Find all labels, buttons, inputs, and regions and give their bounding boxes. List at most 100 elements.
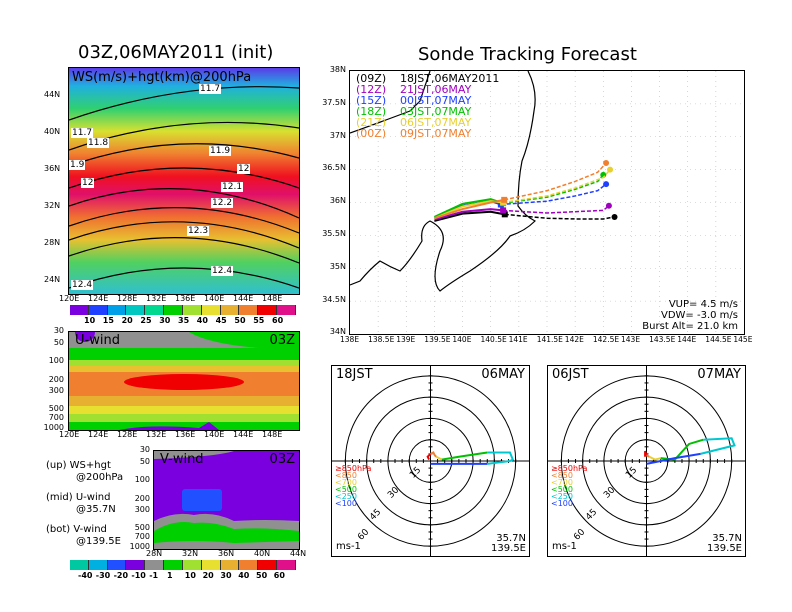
colorbar-swatch: [88, 560, 108, 570]
y-tick-label: 34N: [329, 327, 346, 337]
hodograph-svg: [548, 366, 745, 556]
v-wind-time: 03Z: [269, 452, 295, 467]
unit-label: ms-1: [336, 541, 361, 552]
u-wind-svg: [69, 332, 299, 430]
x-tick-label: 120E: [59, 430, 80, 439]
track-descent-2: [500, 183, 607, 206]
height-contour: [69, 86, 299, 121]
ws-map-svg: [69, 68, 299, 294]
vup-value: VUP= 4.5 m/s: [668, 299, 738, 310]
hodograph-trace: [487, 451, 515, 465]
y-tick-label: 35N: [329, 261, 346, 271]
x-tick-label: 32N: [182, 549, 199, 558]
x-tick-label: 128E: [117, 430, 138, 439]
y-tick-label: 1000: [129, 542, 150, 551]
x-tick-label: 136E: [175, 294, 196, 303]
ws-map-panel: WS(m/s)+hgt(km)@200hPa 11.7 11.7 11.8 1.9 12…: [68, 67, 300, 295]
y-tick-label: 34.5N: [322, 294, 346, 304]
x-tick-label: 28N: [146, 549, 163, 558]
pressure-legend-item: <850: [551, 471, 573, 480]
track-descent-4: [502, 169, 611, 204]
sonde-legend-item: (15Z) 00JST,07MAY: [356, 95, 499, 106]
height-contour: [69, 143, 299, 167]
station-location: 35.7N 139.5E: [707, 534, 742, 554]
sonde-legend-item: (18Z) 03JST,07MAY: [356, 106, 499, 117]
x-tick-label: 143E: [621, 335, 641, 344]
pressure-legend-item: <500: [335, 485, 357, 494]
colorbar-tick: 60: [273, 571, 285, 580]
colorbar-tick: 30: [220, 571, 232, 580]
y-tick-label: 300: [134, 505, 150, 514]
station-lat: 35.7N: [496, 533, 526, 544]
colorbar-swatch: [239, 560, 259, 570]
legend-mid: (mid) U-wind: [46, 492, 111, 503]
colorbar-swatch: [201, 305, 221, 315]
colorbar-tick: -40: [78, 571, 93, 580]
colorbar-swatch: [88, 305, 108, 315]
colorbar-tick: -1: [149, 571, 159, 580]
hodograph-06jst: 06JST 07MAY 15 30 45 60 ≥850hPa <850 <700 <500 <25…: [547, 365, 746, 557]
colorbar-tick: 15: [102, 316, 114, 325]
colorbar-tick: 10: [84, 316, 96, 325]
x-tick-label: 142E: [564, 335, 584, 344]
y-tick-label: 36N: [329, 196, 346, 206]
x-tick-label: 148E: [262, 430, 283, 439]
height-contour: [69, 237, 299, 264]
colorbar-tick: -20: [113, 571, 129, 580]
ws-map-title: 03Z,06MAY2011 (init): [78, 42, 274, 63]
landing-marker: [607, 166, 614, 173]
x-tick-label: 140E: [452, 335, 472, 344]
u-wind-time: 03Z: [269, 333, 295, 348]
colorbar-tick: 55: [253, 316, 265, 325]
y-tick-label: 24N: [44, 275, 61, 284]
legend-utc: (21Z): [356, 116, 387, 129]
y-tick-label: 37.5N: [322, 97, 346, 107]
sonde-legend-item: (12Z) 21JST,06MAY: [356, 84, 499, 95]
legend-jst: 18JST,06MAY2011: [400, 72, 500, 85]
colorbar-swatch: [70, 305, 89, 315]
ws-colorbar: [70, 305, 296, 315]
colorbar-tick: -30: [95, 571, 111, 580]
contour-label: 12: [237, 164, 251, 174]
colorbar-swatch: [277, 560, 296, 570]
colorbar-swatch: [277, 305, 296, 315]
y-tick-label: 32N: [44, 201, 61, 210]
colorbar-swatch: [220, 560, 240, 570]
colorbar-tick: 1: [167, 571, 173, 580]
sonde-legend: (09Z) 18JST,06MAY2011 (12Z) 21JST,06MAY (15Z…: [356, 73, 499, 139]
y-tick-label: 36N: [44, 164, 61, 173]
y-tick-label: 35.5N: [322, 229, 346, 238]
y-tick-label: 38N: [329, 65, 346, 74]
hodograph-date: 07MAY: [697, 367, 741, 382]
legend-utc: (12Z): [356, 83, 387, 96]
landing-marker: [603, 181, 610, 188]
hodograph-trace: [430, 451, 437, 458]
legend-jst: 21JST,06MAY: [400, 83, 472, 96]
contour-label: 11.8: [87, 138, 110, 148]
track-ascent-1: [434, 208, 504, 221]
y-tick-label: 36.5N: [322, 163, 346, 173]
y-tick-label: 50: [53, 338, 64, 347]
station-lon: 139.5E: [491, 543, 526, 554]
contour-label: 12.4: [71, 280, 94, 290]
colorbar-swatch: [258, 560, 278, 570]
track-ascent-5: [434, 198, 505, 220]
contour-label: 11.9: [209, 146, 232, 156]
coastline: [350, 71, 537, 292]
y-tick-label: 700: [48, 413, 64, 422]
contour-label: 12.4: [211, 266, 234, 276]
legend-utc: (00Z): [356, 127, 387, 140]
hodograph-trace: [646, 452, 701, 465]
sonde-legend-item: (21Z) 06JST,07MAY: [356, 117, 499, 128]
contour-label: 12.1: [221, 182, 244, 192]
x-tick-label: 144E: [677, 335, 697, 344]
legend-jst: 00JST,07MAY: [400, 94, 472, 107]
sonde-map-panel: (09Z) 18JST,06MAY2011 (12Z) 21JST,06MAY (15Z…: [349, 70, 745, 335]
station-location: 35.7N 139.5E: [491, 534, 526, 554]
y-tick-label: 30: [53, 326, 64, 335]
x-tick-label: 143.5E: [649, 335, 676, 344]
hodograph-trace: [435, 455, 443, 461]
colorbar-tick: 20: [202, 571, 214, 580]
station-lat: 35.7N: [712, 533, 742, 544]
pressure-legend-item: ≥850hPa: [551, 464, 588, 473]
